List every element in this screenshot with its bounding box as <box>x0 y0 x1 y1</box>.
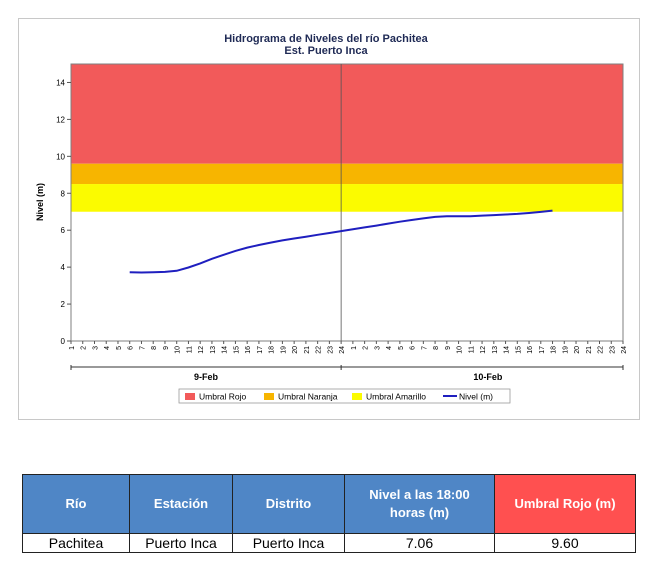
x-tick-label: 17 <box>539 346 546 354</box>
x-tick-label: 16 <box>527 346 534 354</box>
y-tick-label: 8 <box>61 189 66 198</box>
y-tick-label: 0 <box>61 337 66 346</box>
x-tick-label: 3 <box>374 346 381 350</box>
plot-border <box>70 63 624 342</box>
x-tick-label: 23 <box>609 346 616 354</box>
threshold-band-umbral-naranja <box>71 163 623 185</box>
x-tick-label: 3 <box>92 346 99 350</box>
chart-title: Hidrograma de Niveles del río Pachitea <box>224 33 428 45</box>
x-tick-label: 19 <box>280 346 287 354</box>
threshold-band-umbral-amarillo <box>71 184 623 212</box>
x-tick-label: 17 <box>257 346 264 354</box>
chart-frame: Hidrograma de Niveles del río Pachitea E… <box>18 18 640 420</box>
header-estacion: Estación <box>129 474 233 534</box>
x-tick-label: 1 <box>69 346 76 350</box>
x-tick-label: 20 <box>574 346 581 354</box>
x-tick-label: 12 <box>480 346 487 354</box>
x-tick-label: 24 <box>621 346 628 354</box>
cell-rio: Pachitea <box>22 533 130 553</box>
day-label: 10-Feb <box>473 372 503 382</box>
y-tick-label: 2 <box>61 300 66 309</box>
x-tick-label: 22 <box>316 346 323 354</box>
header-rio: Río <box>22 474 130 534</box>
header-nivel: Nivel a las 18:00 horas (m) <box>344 474 495 534</box>
x-tick-label: 18 <box>551 346 558 354</box>
legend-box <box>178 388 511 404</box>
legend-label: Umbral Amarillo <box>366 392 426 402</box>
x-tick-label: 15 <box>233 346 240 354</box>
y-tick-label: 14 <box>56 78 65 87</box>
x-tick-label: 24 <box>339 346 346 354</box>
x-tick-label: 2 <box>81 346 88 350</box>
x-tick-label: 11 <box>468 346 475 353</box>
threshold-band-umbral-rojo <box>71 64 623 164</box>
legend-label: Umbral Naranja <box>278 392 338 402</box>
x-tick-label: 8 <box>433 346 440 350</box>
hydrograph-chart: Hidrograma de Niveles del río Pachitea E… <box>35 33 628 404</box>
y-tick-label: 6 <box>61 226 66 235</box>
y-tick-label: 10 <box>56 152 65 161</box>
cell-umbral-rojo: 9.60 <box>494 533 636 553</box>
x-tick-label: 6 <box>128 346 135 350</box>
x-tick-label: 6 <box>410 346 417 350</box>
x-tick-label: 10 <box>175 346 182 354</box>
level-summary-table: Río Estación Distrito Nivel a las 18:00 … <box>22 474 636 553</box>
x-tick-label: 5 <box>398 346 405 350</box>
cell-distrito: Puerto Inca <box>232 533 345 553</box>
x-tick-label: 21 <box>304 346 311 354</box>
legend-label: Umbral Rojo <box>199 392 247 402</box>
y-tick-label: 4 <box>61 263 66 272</box>
y-tick-label: 12 <box>56 115 65 124</box>
cell-estacion: Puerto Inca <box>129 533 233 553</box>
x-tick-label: 2 <box>363 346 370 350</box>
table-header-row: Río Estación Distrito Nivel a las 18:00 … <box>22 474 636 534</box>
header-umbral-rojo: Umbral Rojo (m) <box>494 474 636 534</box>
x-tick-label: 13 <box>210 346 217 354</box>
x-tick-label: 13 <box>492 346 499 354</box>
x-tick-label: 21 <box>586 346 593 354</box>
x-tick-label: 7 <box>421 346 428 350</box>
series-line-nivel <box>129 209 553 274</box>
x-tick-label: 4 <box>386 346 393 350</box>
x-tick-label: 1 <box>351 346 358 350</box>
x-tick-label: 20 <box>292 346 299 354</box>
x-tick-label: 23 <box>327 346 334 354</box>
x-tick-label: 12 <box>198 346 205 354</box>
x-tick-label: 18 <box>269 346 276 354</box>
x-tick-label: 8 <box>151 346 158 350</box>
x-tick-label: 9 <box>445 346 452 350</box>
y-axis-label: Nivel (m) <box>35 183 45 221</box>
x-tick-label: 9 <box>163 346 170 350</box>
legend-swatch <box>352 393 362 400</box>
x-tick-label: 11 <box>186 346 193 353</box>
legend-label: Nivel (m) <box>459 392 493 402</box>
x-tick-label: 14 <box>504 346 511 354</box>
chart-subtitle: Est. Puerto Inca <box>284 45 368 57</box>
legend-swatch <box>185 393 195 400</box>
cell-nivel: 7.06 <box>344 533 495 553</box>
x-tick-label: 19 <box>562 346 569 354</box>
x-tick-label: 22 <box>598 346 605 354</box>
x-tick-label: 15 <box>515 346 522 354</box>
header-distrito: Distrito <box>232 474 345 534</box>
x-tick-label: 16 <box>245 346 252 354</box>
legend-swatch <box>264 393 274 400</box>
x-tick-label: 14 <box>222 346 229 354</box>
x-tick-label: 5 <box>116 346 123 350</box>
x-tick-label: 4 <box>104 346 111 350</box>
table-row: Pachitea Puerto Inca Puerto Inca 7.06 9.… <box>22 533 636 553</box>
x-tick-label: 10 <box>457 346 464 354</box>
day-label: 9-Feb <box>194 372 219 382</box>
x-tick-label: 7 <box>139 346 146 350</box>
